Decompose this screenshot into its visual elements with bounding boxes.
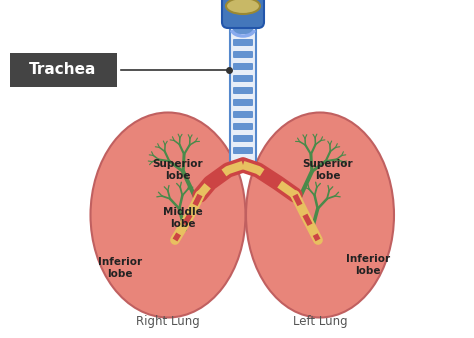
FancyBboxPatch shape: [233, 39, 253, 46]
Text: Inferior
lobe: Inferior lobe: [346, 254, 390, 276]
Ellipse shape: [226, 0, 260, 14]
FancyBboxPatch shape: [230, 23, 256, 167]
Text: Superior
lobe: Superior lobe: [303, 159, 353, 181]
Text: Right Lung: Right Lung: [136, 315, 200, 329]
FancyBboxPatch shape: [233, 99, 253, 106]
Text: Superior
lobe: Superior lobe: [153, 159, 203, 181]
FancyBboxPatch shape: [233, 87, 253, 94]
Ellipse shape: [91, 113, 246, 317]
FancyBboxPatch shape: [222, 0, 264, 28]
FancyBboxPatch shape: [233, 63, 253, 70]
FancyBboxPatch shape: [10, 53, 117, 87]
FancyBboxPatch shape: [233, 51, 253, 58]
FancyBboxPatch shape: [233, 147, 253, 154]
FancyBboxPatch shape: [233, 27, 253, 34]
Text: Trachea: Trachea: [29, 63, 97, 77]
Text: Middle
lobe: Middle lobe: [163, 207, 203, 229]
Text: Inferior
lobe: Inferior lobe: [98, 257, 142, 279]
Ellipse shape: [246, 113, 394, 317]
FancyBboxPatch shape: [233, 111, 253, 118]
FancyBboxPatch shape: [233, 135, 253, 142]
Text: Left Lung: Left Lung: [292, 315, 347, 329]
FancyBboxPatch shape: [233, 123, 253, 130]
FancyBboxPatch shape: [233, 75, 253, 82]
